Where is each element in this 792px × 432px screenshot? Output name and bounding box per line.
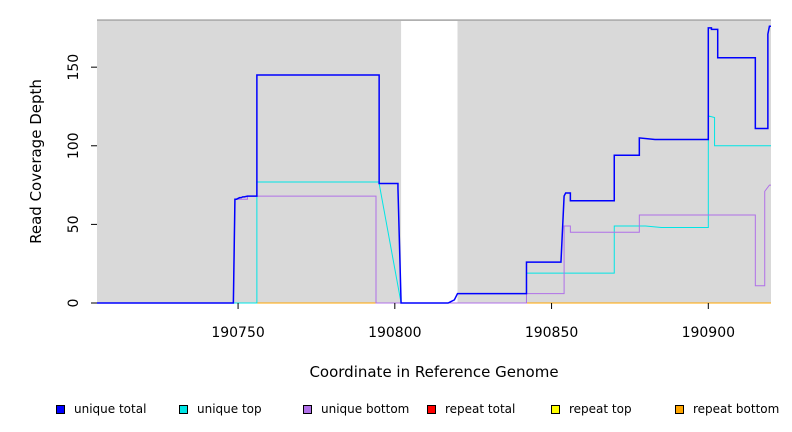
- y-axis-title: Read Coverage Depth: [27, 79, 45, 244]
- series-line-unique-bottom: [97, 184, 771, 304]
- y-tick-label: 150: [66, 54, 82, 81]
- y-tick-label: 0: [66, 299, 82, 308]
- legend-label: repeat bottom: [693, 402, 780, 416]
- legend-label: repeat total: [445, 402, 516, 416]
- y-tick-label: 100: [66, 132, 82, 159]
- series-line-unique-total: [97, 25, 771, 304]
- y-tick-label: 50: [66, 215, 82, 233]
- legend-label: unique top: [197, 402, 262, 416]
- legend-item: repeat bottom: [675, 400, 779, 418]
- legend-item: unique top: [179, 400, 262, 418]
- legend-swatch: [179, 404, 188, 414]
- gap-region: [401, 21, 458, 303]
- legend-item: unique total: [56, 400, 146, 418]
- legend-swatch: [551, 404, 560, 414]
- series-layer: [97, 25, 771, 304]
- legend-swatch: [303, 404, 312, 414]
- legend-label: unique bottom: [321, 402, 410, 416]
- x-tick-label: 190850: [525, 325, 578, 341]
- legend-swatch: [427, 404, 436, 414]
- series-line-unique-top: [97, 115, 771, 304]
- legend-label: unique total: [74, 402, 147, 416]
- legend-item: repeat total: [427, 400, 515, 418]
- x-tick-label: 190800: [368, 325, 421, 341]
- legend-swatch: [56, 404, 65, 414]
- legend-item: repeat top: [551, 400, 632, 418]
- legend-swatch: [675, 404, 684, 414]
- axes: 190750 190800 190850 190900 0 50 100 150: [66, 54, 735, 341]
- legend-item: unique bottom: [303, 400, 409, 418]
- legend-label: repeat top: [569, 402, 632, 416]
- plot-background: [97, 19, 771, 303]
- x-tick-label: 190750: [211, 325, 264, 341]
- legend: unique total unique top unique bottom repea…: [0, 400, 792, 420]
- x-tick-label: 190900: [682, 325, 735, 341]
- x-axis-title: Coordinate in Reference Genome: [309, 363, 558, 381]
